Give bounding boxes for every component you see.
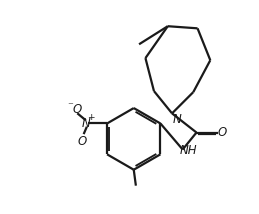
Text: +: + (87, 113, 95, 122)
Text: N: N (81, 117, 90, 130)
Text: ⁻: ⁻ (67, 101, 73, 111)
Text: NH: NH (180, 144, 197, 157)
Text: O: O (218, 126, 227, 139)
Text: O: O (78, 135, 87, 148)
Text: N: N (172, 113, 181, 126)
Text: O: O (72, 103, 82, 116)
